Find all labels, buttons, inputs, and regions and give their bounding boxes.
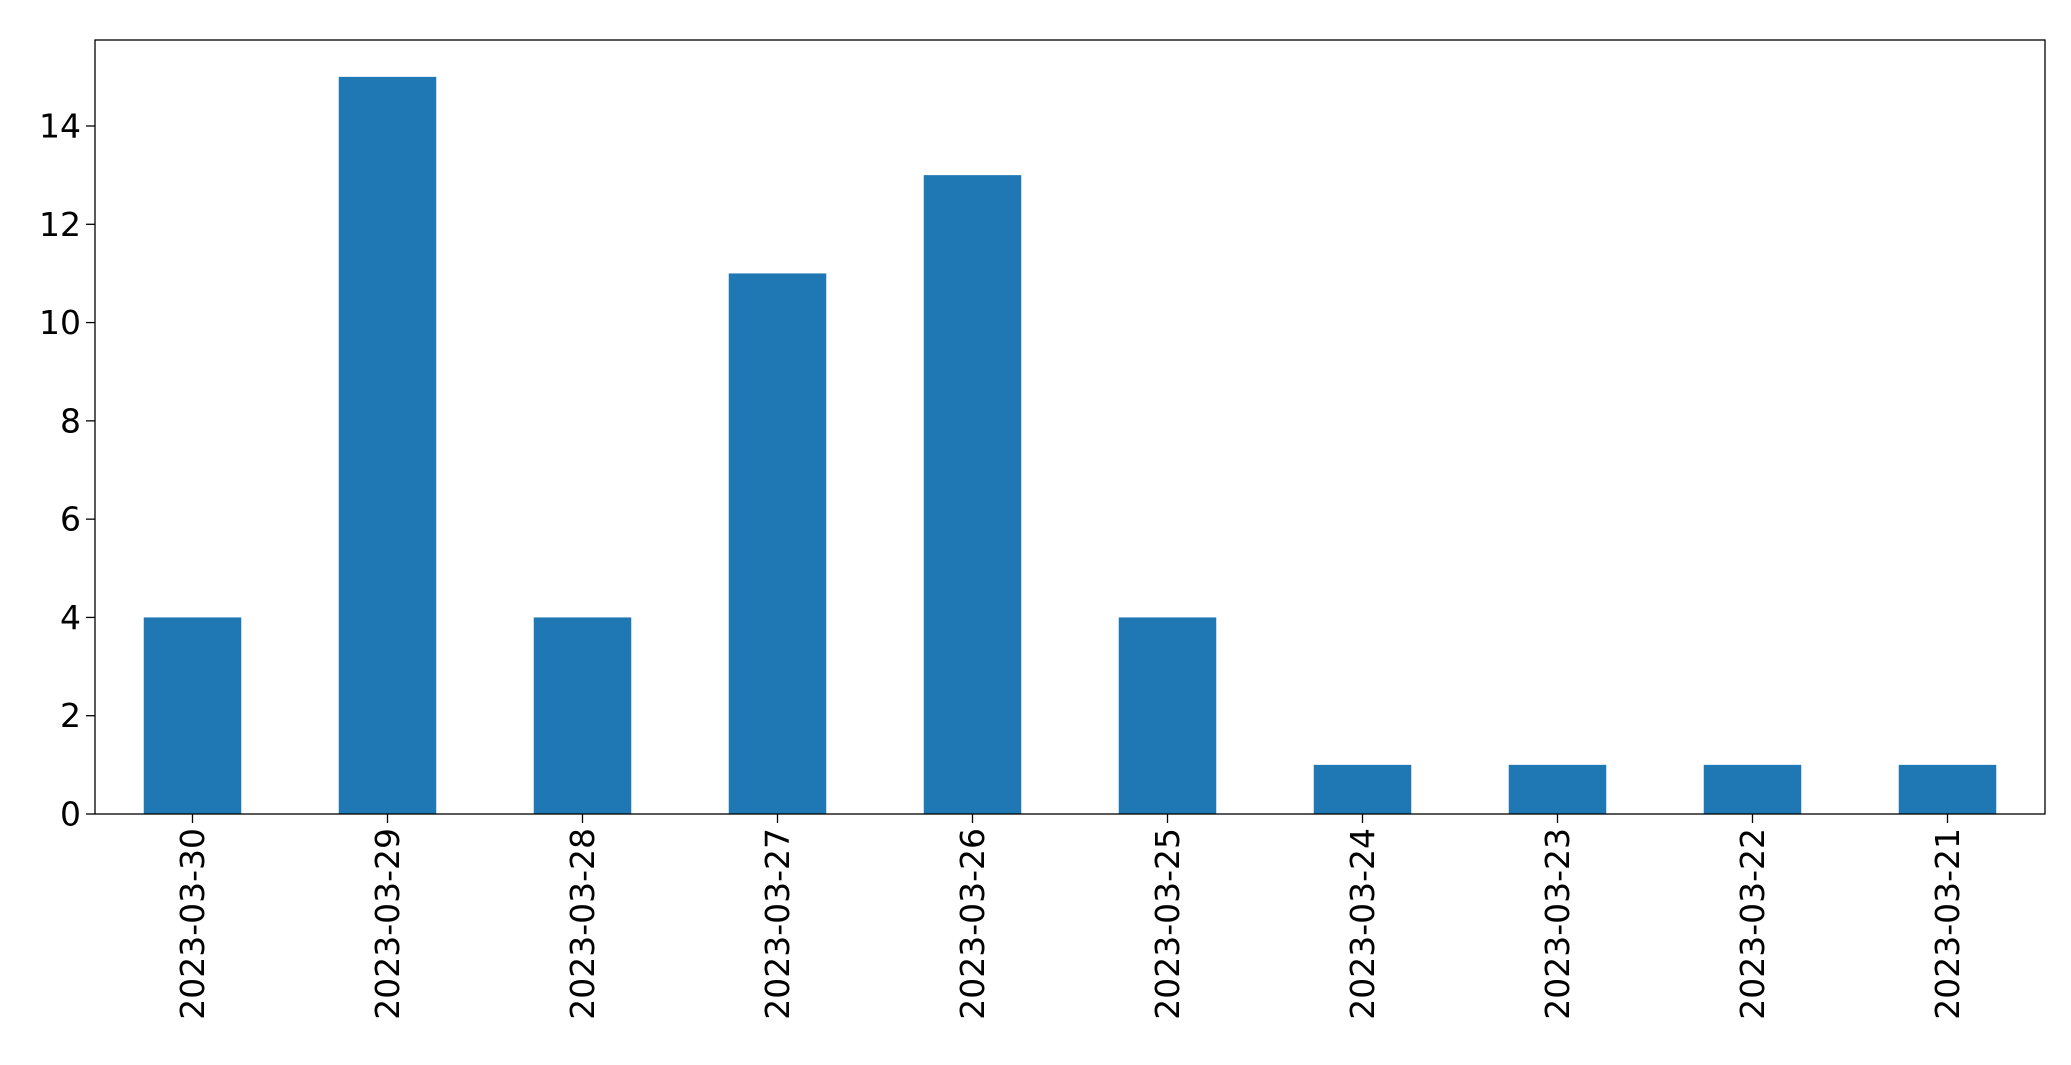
y-tick-label: 6 [60, 500, 81, 539]
x-tick-label: 2023-03-28 [563, 828, 602, 1020]
x-tick-label: 2023-03-22 [1733, 828, 1772, 1020]
bar-2023-03-28 [533, 617, 632, 814]
x-tick-label: 2023-03-24 [1343, 828, 1382, 1020]
plot-frame [94, 39, 2046, 815]
x-tick-label: 2023-03-30 [173, 828, 212, 1020]
bar-2023-03-27 [728, 273, 827, 814]
x-tick-label: 2023-03-29 [368, 828, 407, 1020]
x-tick-label: 2023-03-27 [758, 828, 797, 1020]
y-tick-label: 2 [60, 696, 81, 735]
y-tick-label: 10 [39, 303, 81, 342]
bar-2023-03-30 [143, 617, 242, 814]
bar-2023-03-29 [338, 76, 437, 815]
bar-2023-03-24 [1313, 764, 1412, 814]
bar-2023-03-26 [923, 175, 1022, 815]
bar-2023-03-23 [1508, 764, 1607, 814]
y-axis: 0 2 4 6 8 10 12 14 [39, 107, 95, 834]
x-axis: 2023-03-30 2023-03-29 2023-03-28 2023-03-27… [173, 814, 1967, 1020]
y-tick-label: 0 [60, 795, 81, 834]
y-tick-label: 12 [39, 205, 81, 244]
bars-layer [143, 76, 1997, 815]
y-tick-label: 4 [60, 598, 81, 637]
x-tick-label: 2023-03-23 [1538, 828, 1577, 1020]
y-tick-label: 8 [60, 401, 81, 440]
x-tick-label: 2023-03-21 [1928, 828, 1967, 1020]
bar-2023-03-21 [1898, 764, 1997, 814]
bar-2023-03-25 [1118, 617, 1217, 814]
x-tick-label: 2023-03-26 [953, 828, 992, 1020]
y-tick-label: 14 [39, 107, 81, 146]
x-tick-label: 2023-03-25 [1148, 828, 1187, 1020]
bar-2023-03-22 [1703, 764, 1802, 814]
